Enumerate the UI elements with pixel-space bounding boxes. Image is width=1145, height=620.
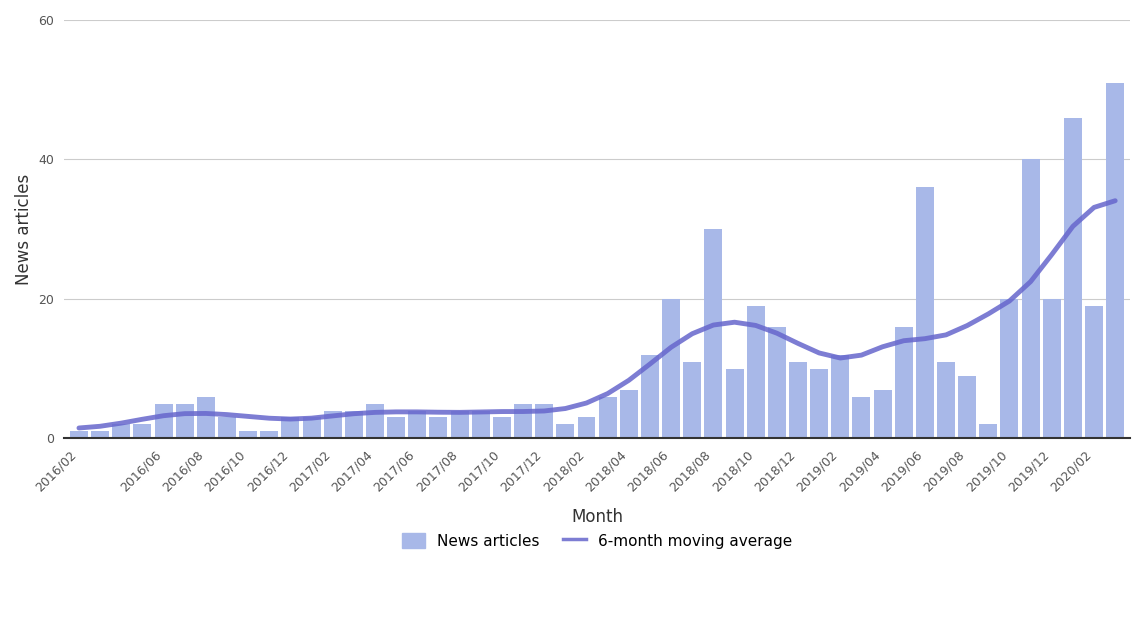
Bar [451,410,468,438]
Bar [937,361,955,438]
Y-axis label: News articles: News articles [15,174,33,285]
Bar [112,425,131,438]
Bar [704,229,722,438]
Bar [197,397,215,438]
Bar [894,327,913,438]
Bar [599,397,617,438]
Bar [556,425,575,438]
Bar [768,327,785,438]
Bar [514,404,532,438]
Bar [1085,306,1103,438]
Bar [577,417,595,438]
Bar [1001,299,1018,438]
Bar [260,432,278,438]
Bar [345,410,363,438]
Bar [472,410,490,438]
Bar [726,369,743,438]
Bar [535,404,553,438]
Bar [155,404,173,438]
Bar [1106,82,1124,438]
Bar [324,410,341,438]
Bar [874,389,892,438]
Bar [1021,159,1040,438]
Bar [662,299,680,438]
Bar [852,397,870,438]
Bar [429,417,448,438]
Bar [1043,299,1060,438]
Bar [302,417,321,438]
Bar [387,417,405,438]
Bar [684,361,701,438]
Bar [239,432,258,438]
Bar [619,389,638,438]
Legend: News articles, 6-month moving average: News articles, 6-month moving average [395,525,799,556]
Bar [811,369,828,438]
Bar [789,361,807,438]
Bar [831,355,850,438]
Bar [70,432,88,438]
Bar [92,432,109,438]
Bar [218,417,236,438]
Bar [175,404,194,438]
X-axis label: Month: Month [571,508,623,526]
Bar [1064,118,1082,438]
Bar [282,417,300,438]
Bar [916,187,934,438]
Bar [409,410,426,438]
Bar [493,417,511,438]
Bar [747,306,765,438]
Bar [641,355,658,438]
Bar [958,376,977,438]
Bar [366,404,384,438]
Bar [134,425,151,438]
Bar [979,425,997,438]
